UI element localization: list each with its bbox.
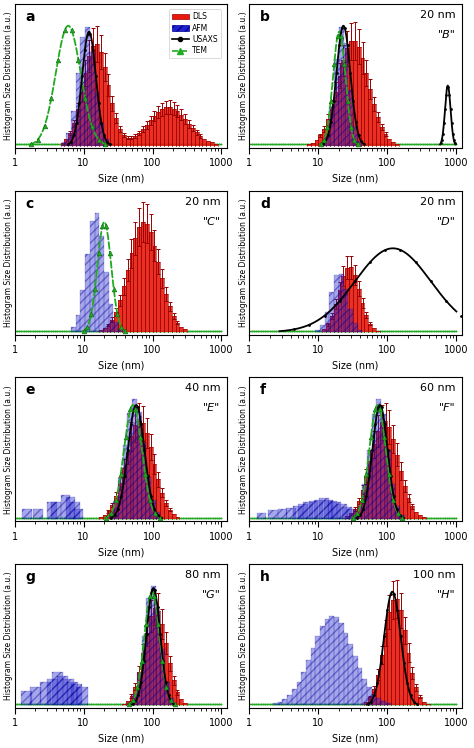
X-axis label: Size (nm): Size (nm) [332, 734, 379, 744]
Y-axis label: Histogram Size Distribution (a.u.): Histogram Size Distribution (a.u.) [239, 198, 248, 327]
Text: 40 nm: 40 nm [185, 383, 220, 393]
Y-axis label: Histogram Size Distribution (a.u.): Histogram Size Distribution (a.u.) [4, 571, 13, 700]
Text: "B": "B" [438, 30, 456, 40]
X-axis label: Size (nm): Size (nm) [98, 548, 144, 557]
Text: "G": "G" [202, 590, 220, 600]
Text: 60 nm: 60 nm [420, 383, 456, 393]
Text: "A": "A" [203, 30, 220, 40]
Text: 80 nm: 80 nm [185, 570, 220, 580]
Text: 20 nm: 20 nm [420, 197, 456, 206]
Y-axis label: Histogram Size Distribution (a.u.): Histogram Size Distribution (a.u.) [4, 12, 13, 141]
Text: "F": "F" [439, 403, 456, 414]
Text: "C": "C" [202, 217, 220, 227]
Y-axis label: Histogram Size Distribution (a.u.): Histogram Size Distribution (a.u.) [239, 12, 248, 141]
Text: "H": "H" [437, 590, 456, 600]
Text: b: b [260, 10, 270, 24]
X-axis label: Size (nm): Size (nm) [332, 174, 379, 184]
Legend: DLS, AFM, USAXS, TEM: DLS, AFM, USAXS, TEM [169, 10, 221, 58]
Text: h: h [260, 570, 270, 584]
Text: "D": "D" [437, 217, 456, 227]
X-axis label: Size (nm): Size (nm) [332, 361, 379, 370]
Text: e: e [25, 383, 35, 397]
Text: "E": "E" [203, 403, 220, 414]
X-axis label: Size (nm): Size (nm) [98, 734, 144, 744]
Y-axis label: Histogram Size Distribution (a.u.): Histogram Size Distribution (a.u.) [4, 385, 13, 514]
Text: 100 nm: 100 nm [413, 570, 456, 580]
Text: 10 nm: 10 nm [185, 10, 220, 20]
Text: c: c [25, 197, 34, 211]
Y-axis label: Histogram Size Distribution (a.u.): Histogram Size Distribution (a.u.) [239, 571, 248, 700]
Text: 20 nm: 20 nm [420, 10, 456, 20]
Text: f: f [260, 383, 266, 397]
X-axis label: Size (nm): Size (nm) [98, 361, 144, 370]
Y-axis label: Histogram Size Distribution (a.u.): Histogram Size Distribution (a.u.) [4, 198, 13, 327]
Text: g: g [25, 570, 35, 584]
Text: d: d [260, 197, 270, 211]
X-axis label: Size (nm): Size (nm) [98, 174, 144, 184]
X-axis label: Size (nm): Size (nm) [332, 548, 379, 557]
Text: 20 nm: 20 nm [185, 197, 220, 206]
Text: a: a [25, 10, 35, 24]
Y-axis label: Histogram Size Distribution (a.u.): Histogram Size Distribution (a.u.) [239, 385, 248, 514]
